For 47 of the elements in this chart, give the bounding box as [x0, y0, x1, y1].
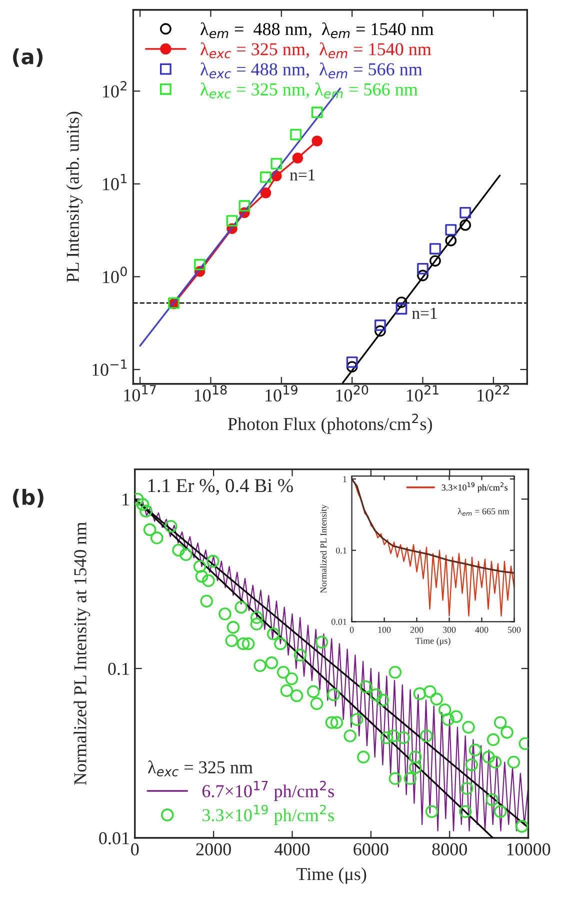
x-tick-label: 6000	[354, 843, 388, 856]
annotation: n=1	[412, 308, 437, 319]
annotation: λ$_{em}$ = 665 nm	[458, 508, 510, 516]
text: (a)	[13, 48, 43, 67]
y-tick-label: 0.1	[336, 547, 346, 554]
x-tick-label: 200	[410, 626, 424, 633]
x-tick-label: 500	[508, 626, 521, 633]
y-tick-label: 10$^{−1}$	[92, 360, 127, 376]
y-axis-title: PL Intensity (arb. units)	[66, 112, 83, 282]
legend-label: λ$_{exc}$ = 325 nm, λ$_{em}$ = 1540 nm	[200, 42, 432, 58]
y-tick-label: 10$^{1}$	[103, 174, 127, 190]
y-tick-label: 10$^{0}$	[103, 266, 127, 284]
legend-label: λ$_{em}$ = 488 nm, λ$_{em}$ = 1540 nm	[200, 22, 434, 38]
y-tick-label: 0.01	[331, 618, 346, 625]
text: (b)	[13, 488, 44, 508]
x-tick-label: 300	[442, 626, 456, 633]
y-tick-label: 1	[122, 493, 129, 506]
x-tick-label: 2000	[196, 843, 231, 856]
x-tick-label: 100	[378, 626, 391, 633]
x-axis-title: Time (μs)	[296, 867, 366, 884]
x-axis-title: Photon Flux (photons/cm$^{2}$s)	[228, 414, 432, 434]
y-tick-label: 0.01	[99, 832, 129, 844]
y-tick-label: 1	[343, 476, 346, 482]
x-tick-label: 400	[475, 626, 488, 633]
x-tick-label: 0	[350, 626, 354, 633]
x-tick-label: 10$^{18}$	[194, 385, 227, 402]
x-tick-label: 0	[131, 843, 139, 856]
y-tick-label: 0.1	[108, 662, 129, 676]
x-axis-title: Time (μs)	[416, 637, 450, 646]
annotation: 1.1 Er %, 0.4 Bi %	[148, 479, 293, 495]
annotation: n=1	[290, 169, 315, 180]
legend-label: λ$_{exc}$ = 488 nm, λ$_{em}$ = 566 nm	[200, 62, 422, 78]
x-tick-label: 10$^{19}$	[266, 385, 298, 402]
y-axis-title: Normalized PL Intensity at 1540 nm	[74, 522, 90, 785]
x-tick-label: 4000	[274, 843, 310, 856]
x-tick-label: 10$^{17}$	[124, 385, 156, 402]
x-tick-label: 10000	[507, 843, 550, 856]
legend-label: 6.7×10$^{17}$ ph/cm$^{2}$s	[202, 780, 334, 801]
legend-label: 3.3×10$^{19}$ ph/cm$^{2}$s	[202, 804, 334, 825]
y-tick-label: 10$^{2}$	[103, 81, 126, 98]
x-tick-label: 10$^{20}$	[336, 385, 368, 402]
legend-label: 3.3×10$^{19}$ ph/cm$^{2}$s	[442, 482, 508, 492]
x-tick-label: 8000	[432, 843, 467, 856]
legend-title: λ$_{exc}$ = 325 nm	[148, 760, 253, 776]
x-tick-label: 10$^{22}$	[478, 385, 510, 402]
x-tick-label: 10$^{21}$	[406, 385, 438, 402]
y-axis-title: Normalized PL Intensity	[320, 504, 328, 594]
